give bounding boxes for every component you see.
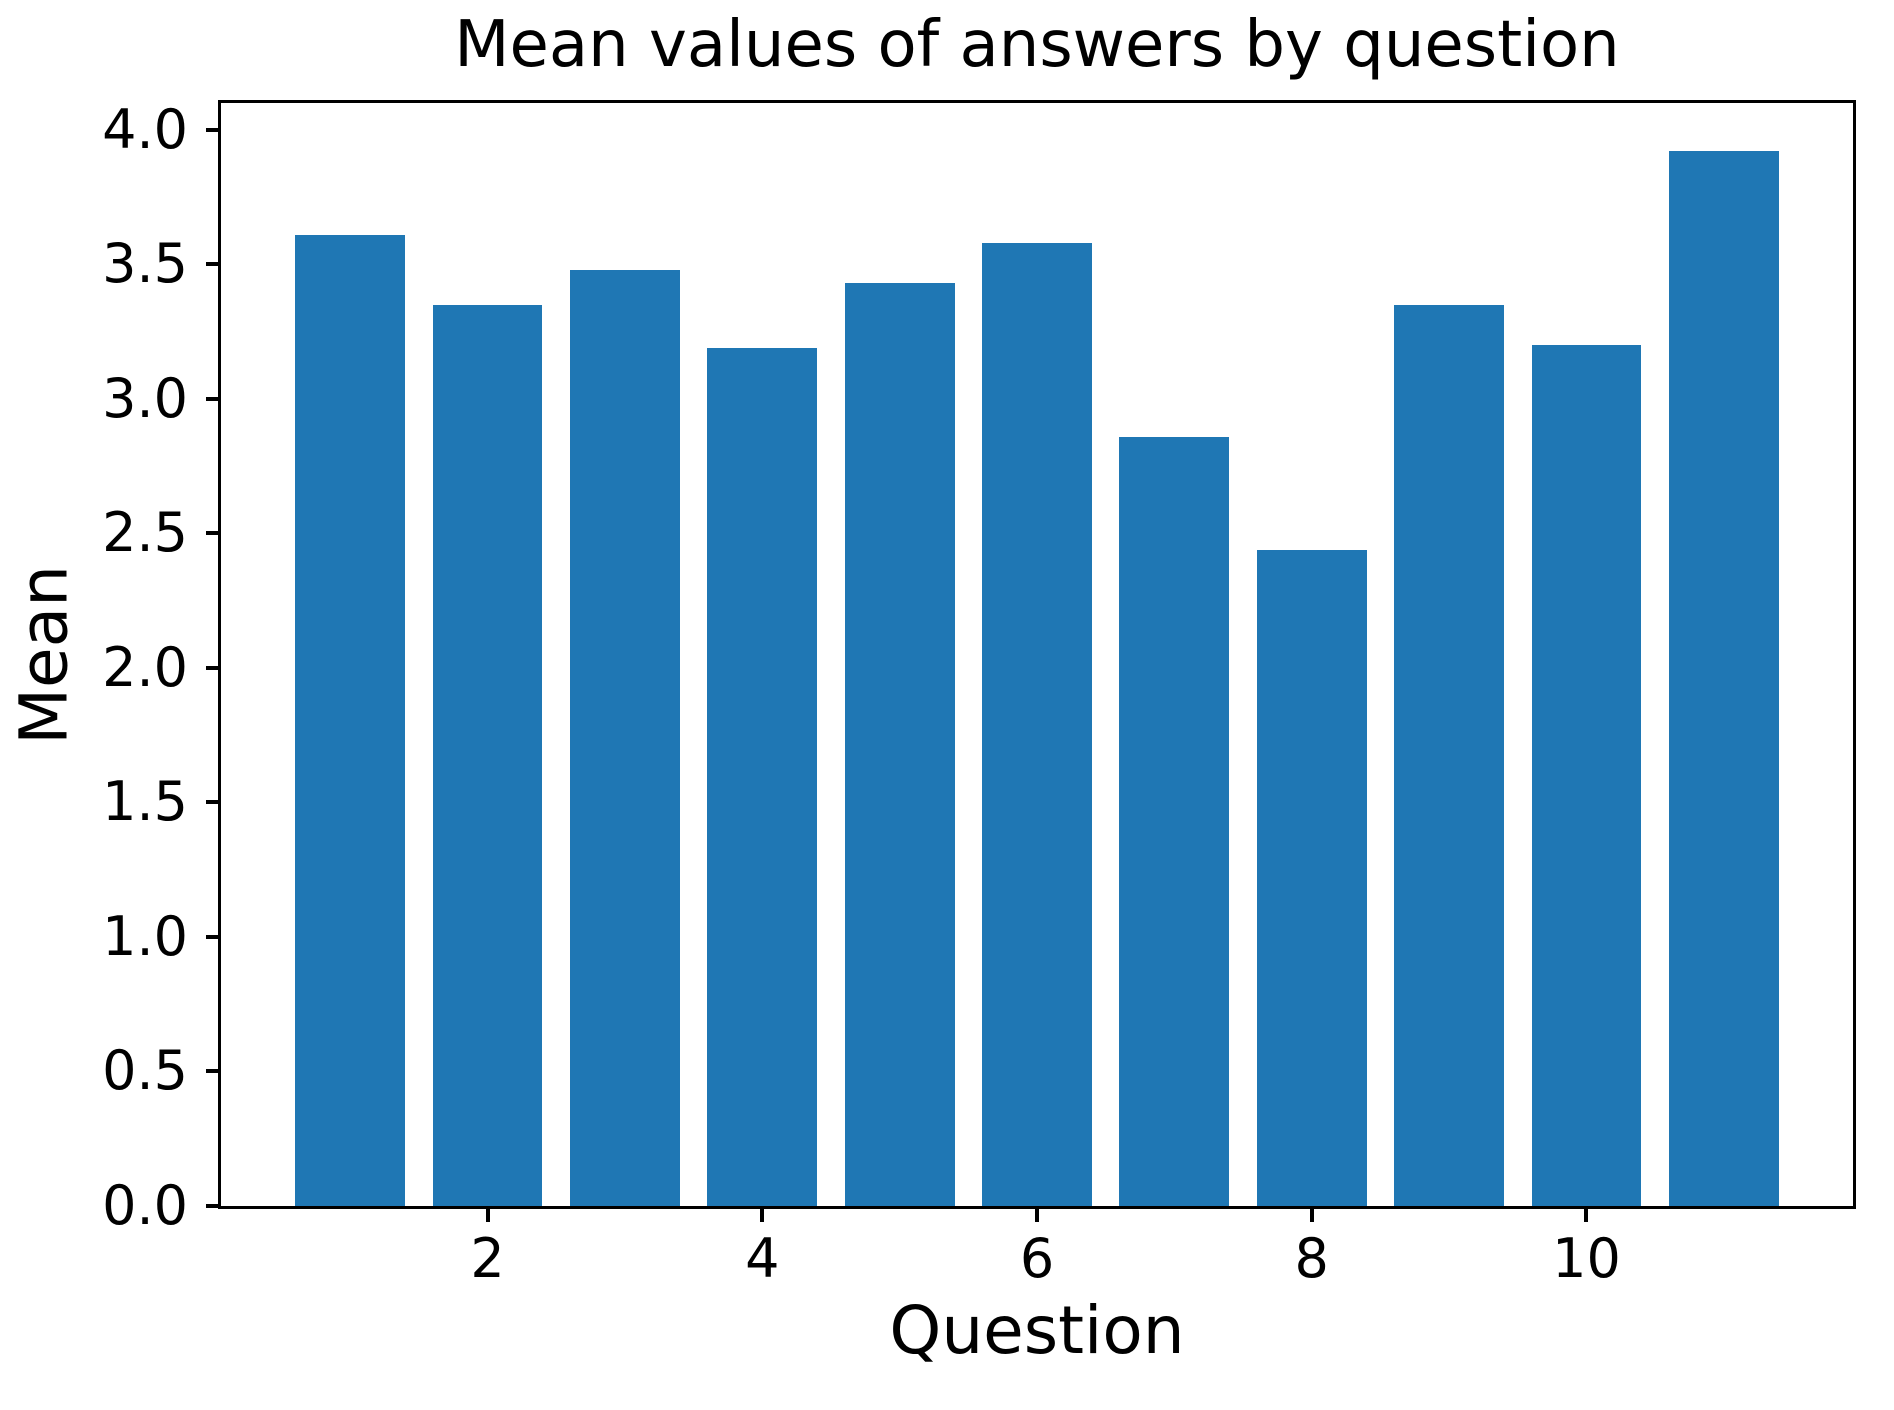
- x-tick-mark-8: [1309, 1207, 1314, 1222]
- y-tick-label-1.0: 1.0: [102, 904, 188, 968]
- bar-question-2: [432, 304, 543, 1206]
- y-tick-label-2.5: 2.5: [102, 501, 188, 565]
- chart-title: Mean values of answers by question: [454, 8, 1620, 82]
- y-tick-mark-0.0: [206, 1204, 221, 1208]
- bar-question-6: [982, 242, 1092, 1206]
- y-tick-label-2.0: 2.0: [102, 635, 188, 699]
- x-tick-label-8: 8: [1294, 1227, 1329, 1290]
- y-tick-mark-2.0: [206, 665, 221, 670]
- bar-question-9: [1394, 304, 1505, 1206]
- bar-question-3: [569, 269, 680, 1206]
- y-tick-mark-1.5: [206, 800, 221, 805]
- x-tick-mark-6: [1035, 1207, 1039, 1222]
- bar-question-8: [1256, 549, 1367, 1206]
- x-axis-label: Question: [889, 1292, 1185, 1369]
- bar-question-11: [1668, 151, 1779, 1206]
- plot-area: [218, 100, 1856, 1209]
- y-tick-label-3.0: 3.0: [102, 366, 188, 430]
- x-tick-label-10: 10: [1552, 1227, 1621, 1290]
- bar-question-1: [295, 234, 406, 1206]
- bar-question-5: [844, 283, 955, 1206]
- y-tick-label-0.0: 0.0: [102, 1174, 188, 1237]
- y-tick-label-1.5: 1.5: [102, 770, 188, 834]
- y-tick-mark-1.0: [206, 934, 221, 939]
- x-tick-mark-2: [485, 1207, 490, 1222]
- y-tick-mark-3.5: [206, 262, 221, 267]
- x-tick-label-6: 6: [1019, 1227, 1055, 1290]
- x-tick-label-4: 4: [745, 1227, 780, 1290]
- x-tick-label-2: 2: [470, 1227, 505, 1290]
- x-tick-mark-10: [1584, 1207, 1589, 1222]
- y-tick-mark-2.5: [206, 531, 221, 536]
- bar-question-7: [1119, 436, 1230, 1206]
- y-tick-label-4.0: 4.0: [102, 97, 188, 161]
- y-tick-mark-0.5: [206, 1069, 221, 1074]
- x-tick-mark-4: [760, 1207, 765, 1222]
- y-tick-mark-3.0: [206, 396, 221, 401]
- bar-question-4: [707, 347, 818, 1206]
- y-tick-mark-4.0: [206, 127, 221, 132]
- y-tick-label-0.5: 0.5: [102, 1039, 188, 1103]
- y-tick-label-3.5: 3.5: [102, 232, 188, 296]
- bar-question-10: [1531, 345, 1642, 1206]
